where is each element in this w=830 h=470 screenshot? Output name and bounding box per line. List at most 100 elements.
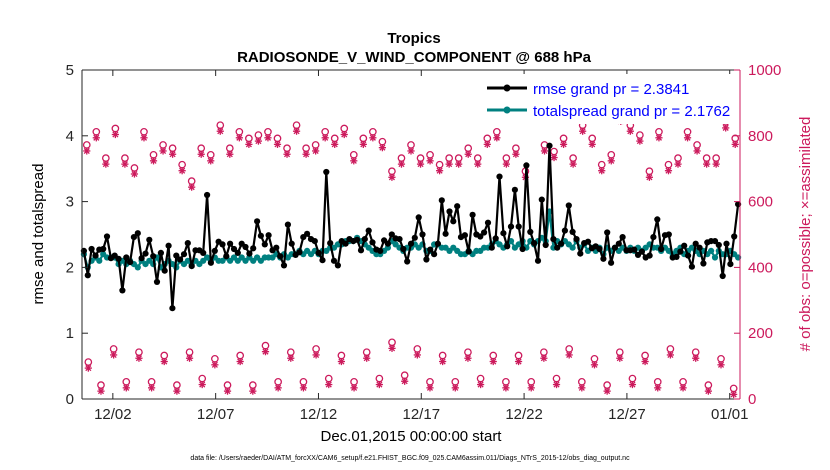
obs-count-marker bbox=[97, 381, 105, 395]
rmse-point bbox=[354, 236, 361, 243]
rmse-point bbox=[296, 249, 303, 256]
rmse-point bbox=[92, 252, 99, 259]
rmse-point bbox=[342, 240, 349, 247]
obs-count-marker bbox=[274, 377, 282, 392]
obs-count-marker bbox=[540, 348, 548, 362]
rmse-point bbox=[477, 233, 484, 240]
obs-count-marker bbox=[679, 377, 687, 392]
obs-count-marker bbox=[666, 345, 675, 359]
rmse-point bbox=[469, 211, 476, 218]
rmse-point bbox=[157, 249, 164, 256]
rmse-point bbox=[153, 278, 161, 285]
rmse-point bbox=[388, 231, 395, 238]
rmse-point bbox=[119, 287, 126, 294]
rmse-point bbox=[100, 245, 107, 253]
obs-count-marker bbox=[321, 127, 330, 142]
rmse-point bbox=[577, 250, 584, 257]
rmse-point bbox=[257, 232, 264, 239]
left-tick-label: 4 bbox=[66, 128, 74, 145]
right-tick-label: 0 bbox=[748, 391, 756, 408]
rmse-point bbox=[146, 236, 153, 243]
obs-count-marker bbox=[628, 374, 637, 389]
left-tick-label: 0 bbox=[66, 391, 74, 408]
obs-count-marker bbox=[512, 144, 520, 158]
rmse-point bbox=[531, 240, 538, 247]
obs-count-marker bbox=[312, 345, 320, 359]
rmse-point bbox=[688, 263, 696, 270]
obs-count-marker bbox=[168, 144, 177, 158]
obs-count-marker bbox=[691, 348, 700, 362]
right-tick-label: 1000 bbox=[748, 62, 781, 79]
obs-count-marker bbox=[552, 374, 561, 389]
rmse-point bbox=[323, 168, 330, 176]
obs-count-marker bbox=[122, 377, 131, 392]
rmse-point bbox=[184, 240, 191, 247]
rmse-point bbox=[319, 257, 326, 264]
rmse-point bbox=[561, 227, 569, 234]
rmse-point bbox=[719, 272, 726, 280]
rmse-point bbox=[558, 240, 565, 247]
rmse-point bbox=[488, 244, 495, 251]
obs-count-marker bbox=[502, 154, 511, 168]
rmse-point bbox=[611, 244, 619, 251]
rmse-point bbox=[404, 258, 411, 265]
rmse-point bbox=[596, 245, 603, 253]
x-tick-label: 12/12 bbox=[300, 406, 338, 423]
obs-count-marker bbox=[340, 124, 349, 139]
rmse-point bbox=[284, 221, 291, 228]
obs-count-marker bbox=[683, 127, 692, 142]
rmse-point bbox=[288, 240, 295, 247]
rmse-point bbox=[438, 197, 445, 204]
obs-count-marker bbox=[489, 351, 498, 366]
obs-count-marker bbox=[302, 144, 310, 158]
left-axis-label: rmse and totalspread bbox=[30, 164, 47, 305]
obs-count-marker bbox=[565, 345, 574, 359]
obs-count-marker bbox=[197, 144, 206, 158]
rmse-point bbox=[407, 240, 415, 247]
obs-count-marker bbox=[704, 381, 713, 395]
obs-count-marker bbox=[337, 351, 346, 366]
rmse-point bbox=[600, 255, 607, 262]
obs-count-marker bbox=[645, 167, 654, 181]
obs-count-marker bbox=[397, 154, 406, 168]
right-tick-label: 600 bbox=[748, 194, 773, 211]
obs-count-marker bbox=[729, 384, 738, 399]
rmse-point bbox=[165, 242, 172, 249]
rmse-point bbox=[608, 259, 615, 266]
rmse-point bbox=[492, 235, 499, 242]
x-tick-label: 12/02 bbox=[94, 406, 132, 423]
right-tick-label: 400 bbox=[748, 259, 773, 276]
obs-count-marker bbox=[603, 381, 611, 395]
obs-count-marker bbox=[206, 150, 215, 165]
obs-count-marker bbox=[590, 354, 599, 369]
rmse-point bbox=[361, 236, 368, 243]
x-tick-label: 01/01 bbox=[711, 406, 749, 423]
totalspread-point bbox=[708, 247, 715, 254]
rmse-point bbox=[673, 253, 680, 260]
rmse-point bbox=[731, 233, 738, 240]
rmse-point bbox=[692, 240, 699, 247]
obs-count-marker bbox=[299, 377, 308, 392]
rmse-point bbox=[604, 229, 611, 236]
rmse-point bbox=[461, 232, 468, 239]
rmse-point bbox=[450, 218, 457, 225]
obs-count-marker bbox=[655, 127, 663, 142]
rmse-point bbox=[681, 242, 688, 249]
rmse-point bbox=[638, 248, 646, 255]
obs-count-marker bbox=[330, 134, 339, 148]
rmse-point bbox=[454, 203, 461, 210]
obs-count-marker bbox=[178, 160, 186, 175]
obs-count-marker bbox=[235, 127, 244, 142]
obs-count-marker bbox=[359, 134, 368, 148]
obs-count-marker bbox=[140, 127, 148, 142]
legend-marker-spread bbox=[503, 106, 511, 114]
obs-count-marker bbox=[187, 177, 196, 191]
left-tick-label: 1 bbox=[66, 325, 74, 342]
rmse-point bbox=[723, 240, 730, 247]
x-tick-label: 12/22 bbox=[505, 406, 543, 423]
obs-count-marker bbox=[84, 358, 93, 372]
rmse-point bbox=[169, 305, 176, 312]
obs-count-marker bbox=[130, 164, 139, 178]
ticks-layer: 0 1 2 3 4 5 0 200 400 600 800 1000 12/02 12/07 12/12 12… bbox=[66, 62, 782, 423]
obs-count-marker bbox=[413, 345, 422, 359]
